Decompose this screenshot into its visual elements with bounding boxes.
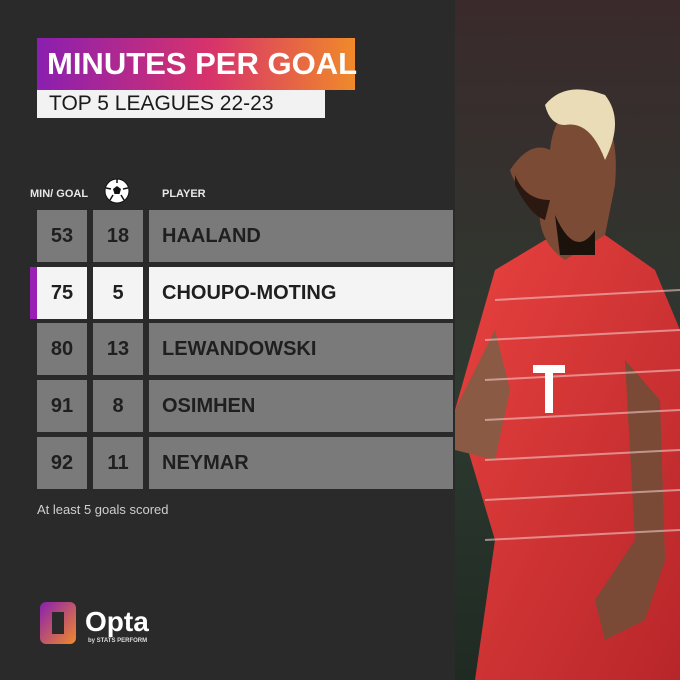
highlight-bar [30,267,37,319]
table-row: 92 11 NEYMAR [0,437,455,489]
table-row: 80 13 LEWANDOWSKI [0,323,455,375]
brand-name: Opta [85,606,149,637]
brand-tagline: by STATS PERFORM [88,638,148,644]
goals: 13 [93,323,143,375]
min-per-goal: 92 [37,437,87,489]
goals: 8 [93,380,143,432]
min-per-goal: 91 [37,380,87,432]
column-header: MIN/ GOAL [30,188,89,200]
ball-icon [104,178,130,204]
min-per-goal: 80 [37,323,87,375]
player-name: HAALAND [149,210,453,262]
table-row: 91 8 OSIMHEN [0,380,455,432]
title: MINUTES PER GOAL [37,38,357,90]
column-header: PLAYER [162,188,206,200]
goals: 18 [93,210,143,262]
player-name: CHOUPO-MOTING [149,267,453,319]
table-row: 75 5 CHOUPO-MOTING [0,267,455,319]
goals: 11 [93,437,143,489]
player-name: LEWANDOWSKI [149,323,453,375]
subtitle: TOP 5 LEAGUES 22-23 [37,90,325,118]
player-photo [455,0,680,680]
player-name: NEYMAR [149,437,453,489]
player-name: OSIMHEN [149,380,453,432]
opta-logo [40,602,76,644]
min-per-goal: 53 [37,210,87,262]
footnote: At least 5 goals scored [37,502,169,517]
goals: 5 [93,267,143,319]
table-row: 53 18 HAALAND [0,210,455,262]
min-per-goal: 75 [37,267,87,319]
